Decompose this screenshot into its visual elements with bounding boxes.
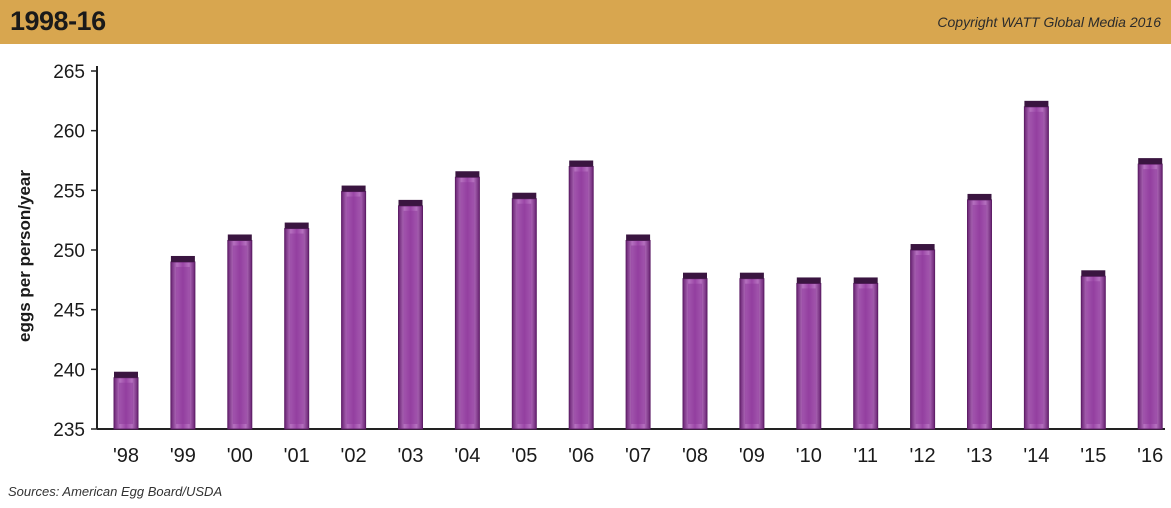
chart-period-title: 1998-16 xyxy=(10,6,106,36)
bar-inner xyxy=(972,204,987,424)
bar xyxy=(227,234,253,430)
bar-inner xyxy=(574,171,589,424)
bar-cap xyxy=(1081,270,1106,277)
x-tick-label: '15 xyxy=(1080,445,1106,467)
x-tick-label: '02 xyxy=(341,445,367,467)
x-tick-labels: '98 '99 '00 '01 '02 '03 '04 '05 '06 '07 '08 '09 '10 '… xyxy=(113,445,1163,467)
header-bar: 1998-16 Copyright WATT Global Media 2016 xyxy=(0,0,1171,44)
bar-inner xyxy=(403,210,418,424)
y-tick-label: 260 xyxy=(53,122,85,143)
bar-inner xyxy=(1143,169,1158,424)
x-tick-label: '04 xyxy=(454,445,480,467)
y-tick-label: 265 xyxy=(53,62,85,83)
bar xyxy=(625,234,651,430)
bar-cap xyxy=(626,234,651,241)
bar-cap xyxy=(227,234,252,241)
x-tick-label: '16 xyxy=(1137,445,1163,467)
bar xyxy=(682,272,708,430)
bar xyxy=(853,277,879,430)
bar-inner xyxy=(289,233,304,424)
bar-inner xyxy=(175,266,190,424)
bar-cap xyxy=(114,371,138,378)
bar xyxy=(1023,100,1049,430)
x-tick-label: '01 xyxy=(284,445,310,467)
x-tick-label: '00 xyxy=(227,445,253,467)
bar-cap xyxy=(398,199,423,206)
bar-cap xyxy=(967,193,992,200)
x-tick-label: '13 xyxy=(966,445,992,467)
bar-chart: '98 '99 '00 '01 '02 '03 '04 '05 '06 '07 '08 '09 '10 '… xyxy=(15,62,1165,467)
bar xyxy=(113,371,139,430)
y-tick-label: 250 xyxy=(53,241,85,262)
bar xyxy=(910,244,936,430)
bar xyxy=(796,277,822,430)
x-tick-label: '11 xyxy=(853,445,878,467)
y-tick-label: 255 xyxy=(53,181,85,202)
bar-cap xyxy=(341,185,366,192)
y-tick-label: 240 xyxy=(53,360,85,381)
bar-cap xyxy=(853,277,878,284)
bar xyxy=(967,193,992,430)
y-axis-label: eggs per person/year xyxy=(15,170,34,342)
x-tick-label: '09 xyxy=(739,445,765,467)
bar-inner xyxy=(232,245,247,424)
bar xyxy=(1080,270,1106,430)
bar xyxy=(511,192,537,430)
bar-cap xyxy=(170,255,195,262)
bar-cap xyxy=(455,171,480,178)
y-tick-label: 235 xyxy=(53,420,85,441)
y-tick-labels: 235 240 245 250 255 260 265 xyxy=(53,62,97,441)
bar xyxy=(170,255,196,430)
bar xyxy=(398,199,423,430)
x-tick-label: '08 xyxy=(682,445,708,467)
x-tick-label: '12 xyxy=(910,445,936,467)
bar xyxy=(454,171,480,430)
bar-inner xyxy=(346,196,361,424)
bar-inner xyxy=(631,245,646,424)
bar-cap xyxy=(683,272,707,279)
bar-inner xyxy=(1029,111,1044,424)
x-tick-label: '05 xyxy=(511,445,537,467)
bar-cap xyxy=(910,244,935,251)
bar xyxy=(284,222,310,430)
x-tick-label: '07 xyxy=(625,445,651,467)
source-note: Sources: American Egg Board/USDA xyxy=(8,484,223,499)
bar-cap xyxy=(569,160,594,167)
bar-cap xyxy=(1138,158,1163,165)
bar-inner xyxy=(858,288,873,424)
bar-cap xyxy=(284,222,309,229)
bar xyxy=(568,160,594,430)
bar-cap xyxy=(796,277,821,284)
x-tick-label: '03 xyxy=(397,445,423,467)
y-tick-label: 245 xyxy=(53,301,85,322)
bar xyxy=(341,185,367,430)
bar-inner xyxy=(744,283,759,424)
bar-inner xyxy=(801,288,816,424)
bar-inner xyxy=(517,203,532,424)
x-tick-label: '10 xyxy=(796,445,822,467)
bars xyxy=(113,100,1163,430)
bar xyxy=(1137,158,1163,430)
x-tick-label: '99 xyxy=(170,445,196,467)
bar-inner xyxy=(1086,281,1101,424)
bar-inner xyxy=(460,182,475,424)
bar-inner xyxy=(119,382,133,424)
bar-cap xyxy=(739,272,764,279)
bar-cap xyxy=(512,192,537,199)
bar-cap xyxy=(1024,100,1049,107)
copyright-note: Copyright WATT Global Media 2016 xyxy=(937,14,1161,30)
x-tick-label: '14 xyxy=(1023,445,1049,467)
bar-inner xyxy=(915,255,930,424)
bar xyxy=(739,272,765,430)
x-tick-label: '06 xyxy=(568,445,594,467)
x-tick-label: '98 xyxy=(113,445,139,467)
bar-inner xyxy=(688,283,702,424)
